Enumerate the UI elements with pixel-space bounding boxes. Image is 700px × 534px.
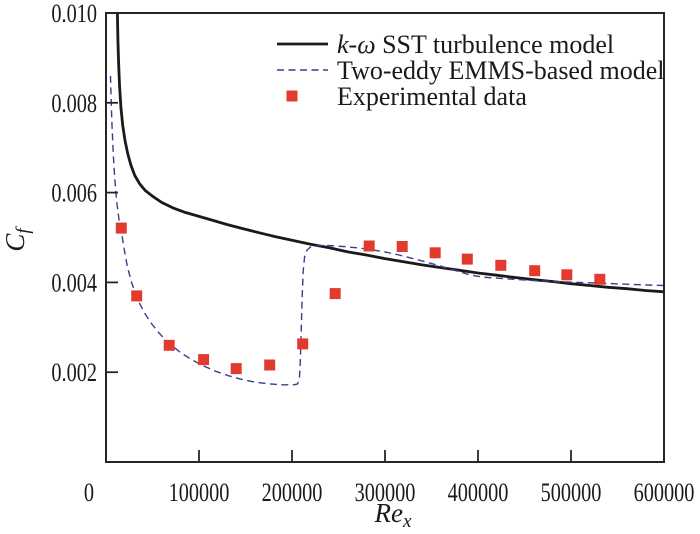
- series-markers-experimental-data: [115, 222, 606, 375]
- y-tick-label: 0.008: [51, 89, 97, 118]
- data-point-marker: [198, 354, 210, 366]
- x-tick-label: 500000: [541, 479, 602, 508]
- data-point-marker: [297, 338, 309, 350]
- y-tick-label: 0.006: [51, 179, 97, 208]
- y-axis-title-group: Cf: [0, 226, 34, 252]
- x-tick-label-group: 500000: [541, 479, 602, 508]
- data-point-marker: [461, 253, 473, 265]
- data-point-marker: [115, 222, 127, 234]
- y-tick-label-group: 0.010: [51, 0, 97, 29]
- x-tick-label-group: 300000: [355, 479, 416, 508]
- legend-label-two-eddy-emms-model: Two-eddy EMMS-based model: [337, 56, 664, 85]
- x-tick-label: 200000: [262, 479, 323, 508]
- x-tick-label: 100000: [169, 479, 230, 508]
- data-point-marker: [495, 259, 507, 271]
- legend-sample-marker-experimental-data: [286, 90, 298, 102]
- legend-label-experimental-data: Experimental data: [337, 82, 527, 111]
- x-axis-title-group: Rex: [374, 498, 412, 532]
- x-tick-label-group: 100000: [169, 479, 230, 508]
- legend-item-k-omega-sst-model: k-ω SST turbulence model: [277, 30, 614, 59]
- legend-item-two-eddy-emms-model: Two-eddy EMMS-based model: [277, 56, 664, 85]
- data-point-marker: [264, 359, 276, 371]
- y-tick-label: 0.004: [51, 269, 97, 298]
- y-tick-label: 0.010: [51, 0, 97, 29]
- x-tick-label: 400000: [448, 479, 509, 508]
- data-point-marker: [561, 269, 573, 281]
- x-tick-label-group: 400000: [448, 479, 509, 508]
- y-axis-title: Cf: [0, 226, 34, 252]
- data-point-marker: [396, 241, 408, 252]
- series-layer: [109, 13, 664, 386]
- x-tick-label-group: 600000: [634, 479, 695, 508]
- data-point-marker: [329, 288, 341, 300]
- x-axis-title: Rex: [374, 498, 412, 532]
- y-tick-label-group: 0.006: [51, 179, 97, 208]
- series-curve-k-omega-sst-model: [115, 13, 664, 294]
- data-point-marker: [594, 273, 606, 285]
- y-tick-label: 0.002: [51, 359, 97, 388]
- y-tick-label-group: 0.004: [51, 269, 97, 298]
- data-point-marker: [163, 339, 175, 351]
- data-point-marker: [429, 247, 441, 259]
- x-tick-label-group: 0: [84, 479, 94, 508]
- legend-label-k-omega-sst-model: k-ω SST turbulence model: [337, 30, 614, 59]
- y-tick-label-group: 0.008: [51, 89, 97, 118]
- data-point-marker: [131, 290, 143, 302]
- data-point-marker: [363, 240, 375, 252]
- data-point-marker: [230, 363, 242, 375]
- data-point-marker: [529, 265, 541, 277]
- series-curve-two-eddy-emms-model: [109, 75, 664, 386]
- x-tick-label: 600000: [634, 479, 695, 508]
- legend-item-experimental-data: Experimental data: [286, 82, 527, 111]
- x-tick-label: 0: [84, 479, 94, 508]
- y-tick-label-group: 0.002: [51, 359, 97, 388]
- x-tick-label: 300000: [355, 479, 416, 508]
- x-tick-label-group: 200000: [262, 479, 323, 508]
